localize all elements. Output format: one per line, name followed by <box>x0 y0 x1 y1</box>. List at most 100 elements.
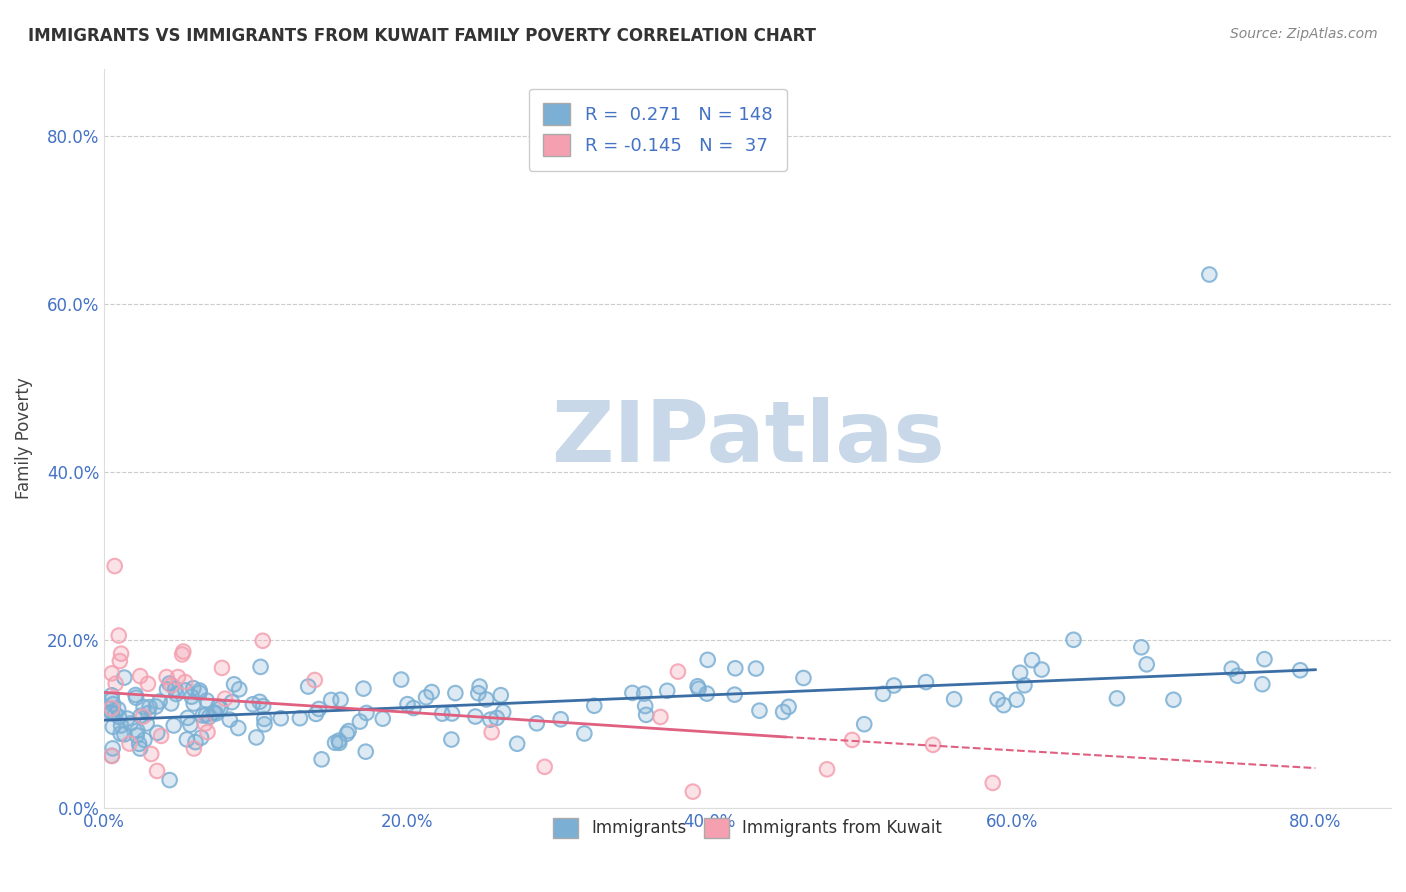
Point <box>190 731 212 745</box>
Point <box>209 701 232 715</box>
Point <box>155 670 177 684</box>
Point <box>336 727 359 741</box>
Point <box>101 748 124 763</box>
Point <box>110 647 132 661</box>
Point <box>188 686 211 700</box>
Point <box>107 702 129 716</box>
Point <box>160 678 183 692</box>
Point <box>191 708 214 723</box>
Point <box>165 687 187 701</box>
Point <box>993 698 1015 713</box>
Point <box>146 764 169 778</box>
Text: Source: ZipAtlas.com: Source: ZipAtlas.com <box>1230 27 1378 41</box>
Point <box>526 716 548 731</box>
Point <box>922 738 945 752</box>
Point <box>444 686 467 700</box>
Point <box>132 709 155 723</box>
Point <box>328 736 350 750</box>
Point <box>778 699 800 714</box>
Point <box>468 680 491 694</box>
Point <box>682 784 704 798</box>
Point <box>101 749 124 764</box>
Point <box>1105 691 1128 706</box>
Point <box>321 693 343 707</box>
Point <box>328 736 350 750</box>
Point <box>574 726 596 740</box>
Point <box>104 676 127 690</box>
Point <box>134 733 156 747</box>
Point <box>253 712 276 726</box>
Point <box>467 686 489 700</box>
Legend: Immigrants, Immigrants from Kuwait: Immigrants, Immigrants from Kuwait <box>547 811 949 845</box>
Point <box>432 706 454 721</box>
Point <box>197 725 219 739</box>
Point <box>440 732 463 747</box>
Point <box>214 691 236 706</box>
Point <box>402 701 425 715</box>
Point <box>329 692 352 706</box>
Point <box>745 661 768 675</box>
Point <box>745 661 768 675</box>
Point <box>666 665 689 679</box>
Point <box>853 717 876 731</box>
Point <box>145 699 167 714</box>
Point <box>354 745 377 759</box>
Point <box>778 699 800 714</box>
Point <box>101 701 124 715</box>
Point <box>128 737 150 751</box>
Point <box>1198 268 1220 282</box>
Point <box>506 737 529 751</box>
Point <box>305 706 328 721</box>
Point <box>371 712 394 726</box>
Point <box>209 701 232 715</box>
Point <box>108 710 131 724</box>
Point <box>981 776 1004 790</box>
Point <box>108 710 131 724</box>
Point <box>724 688 747 702</box>
Point <box>872 687 894 701</box>
Point <box>252 633 274 648</box>
Point <box>110 718 132 732</box>
Point <box>792 671 814 685</box>
Point <box>1289 663 1312 677</box>
Point <box>792 671 814 685</box>
Point <box>124 688 146 702</box>
Point <box>323 736 346 750</box>
Point <box>104 559 127 574</box>
Point <box>479 713 502 727</box>
Point <box>402 701 425 715</box>
Point <box>183 681 205 695</box>
Point <box>101 741 124 756</box>
Point <box>444 686 467 700</box>
Point <box>146 726 169 740</box>
Point <box>634 699 657 714</box>
Point <box>188 683 211 698</box>
Point <box>198 710 221 724</box>
Point <box>1251 677 1274 691</box>
Point <box>129 709 152 723</box>
Point <box>141 747 163 761</box>
Point <box>214 691 236 706</box>
Point <box>124 688 146 702</box>
Point <box>1005 692 1028 706</box>
Point <box>110 647 132 661</box>
Point <box>108 654 131 668</box>
Point <box>321 693 343 707</box>
Point <box>101 705 124 719</box>
Point <box>101 741 124 756</box>
Point <box>305 706 328 721</box>
Point <box>194 716 217 731</box>
Point <box>165 681 187 696</box>
Point <box>195 693 218 707</box>
Point <box>167 670 190 684</box>
Point <box>356 706 378 720</box>
Point <box>815 762 838 776</box>
Point <box>112 671 135 685</box>
Point <box>145 699 167 714</box>
Point <box>772 705 794 719</box>
Point <box>352 681 374 696</box>
Point <box>696 653 718 667</box>
Point <box>159 676 181 690</box>
Point <box>724 661 747 675</box>
Point <box>696 687 718 701</box>
